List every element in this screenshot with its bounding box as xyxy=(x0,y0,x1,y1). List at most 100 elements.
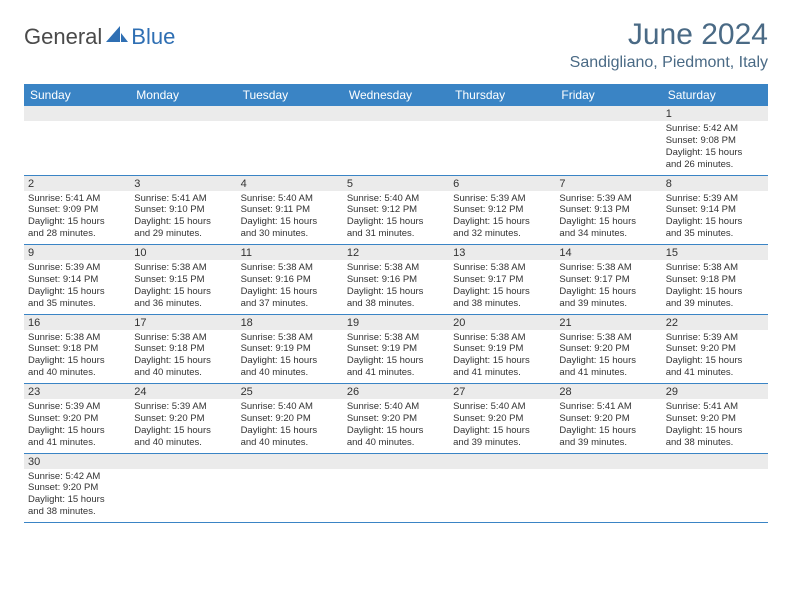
day-number: 27 xyxy=(449,384,555,399)
day-day1: Daylight: 15 hours xyxy=(559,425,657,437)
day-number: 13 xyxy=(449,245,555,260)
day-number: 17 xyxy=(130,315,236,330)
day-cell: Sunrise: 5:38 AMSunset: 9:17 PMDaylight:… xyxy=(555,260,661,314)
day-number: 6 xyxy=(449,176,555,191)
day-day2: and 41 minutes. xyxy=(666,367,764,379)
day-day2: and 26 minutes. xyxy=(666,159,764,171)
weekday-monday: Monday xyxy=(130,84,236,106)
day-sunset: Sunset: 9:20 PM xyxy=(134,413,232,425)
day-sunset: Sunset: 9:12 PM xyxy=(453,204,551,216)
day-sunrise: Sunrise: 5:38 AM xyxy=(134,332,232,344)
day-sunset: Sunset: 9:20 PM xyxy=(28,482,126,494)
day-day1: Daylight: 15 hours xyxy=(666,355,764,367)
weekday-saturday: Saturday xyxy=(662,84,768,106)
day-day1: Daylight: 15 hours xyxy=(241,216,339,228)
day-cell xyxy=(555,121,661,175)
day-day2: and 35 minutes. xyxy=(28,298,126,310)
day-cell: Sunrise: 5:40 AMSunset: 9:11 PMDaylight:… xyxy=(237,191,343,245)
day-cell: Sunrise: 5:38 AMSunset: 9:18 PMDaylight:… xyxy=(662,260,768,314)
logo: General Blue xyxy=(24,24,175,50)
day-cell: Sunrise: 5:39 AMSunset: 9:20 PMDaylight:… xyxy=(662,330,768,384)
day-day1: Daylight: 15 hours xyxy=(559,216,657,228)
day-day1: Daylight: 15 hours xyxy=(666,216,764,228)
day-number xyxy=(130,454,236,469)
day-sunset: Sunset: 9:11 PM xyxy=(241,204,339,216)
day-number-row: 1 xyxy=(24,106,768,121)
day-number: 25 xyxy=(237,384,343,399)
day-cell xyxy=(449,469,555,523)
day-cell: Sunrise: 5:40 AMSunset: 9:20 PMDaylight:… xyxy=(449,399,555,453)
day-number xyxy=(343,454,449,469)
day-day1: Daylight: 15 hours xyxy=(134,425,232,437)
day-cell: Sunrise: 5:38 AMSunset: 9:19 PMDaylight:… xyxy=(343,330,449,384)
day-sunrise: Sunrise: 5:39 AM xyxy=(666,193,764,205)
day-cell: Sunrise: 5:38 AMSunset: 9:17 PMDaylight:… xyxy=(449,260,555,314)
day-sunrise: Sunrise: 5:41 AM xyxy=(666,401,764,413)
day-number-row: 16171819202122 xyxy=(24,315,768,330)
day-cell: Sunrise: 5:38 AMSunset: 9:20 PMDaylight:… xyxy=(555,330,661,384)
day-cell xyxy=(237,469,343,523)
day-number: 30 xyxy=(24,454,130,469)
day-day2: and 41 minutes. xyxy=(559,367,657,379)
day-number xyxy=(449,454,555,469)
day-day2: and 40 minutes. xyxy=(134,437,232,449)
weekday-header: Sunday Monday Tuesday Wednesday Thursday… xyxy=(24,84,768,106)
day-sunset: Sunset: 9:16 PM xyxy=(347,274,445,286)
day-number: 2 xyxy=(24,176,130,191)
day-sunset: Sunset: 9:18 PM xyxy=(134,343,232,355)
day-cell xyxy=(130,469,236,523)
day-day2: and 30 minutes. xyxy=(241,228,339,240)
day-day1: Daylight: 15 hours xyxy=(28,425,126,437)
day-number: 1 xyxy=(662,106,768,121)
day-day2: and 39 minutes. xyxy=(559,437,657,449)
day-sunrise: Sunrise: 5:39 AM xyxy=(453,193,551,205)
title-location: Sandigliano, Piedmont, Italy xyxy=(570,54,768,72)
day-number: 12 xyxy=(343,245,449,260)
day-day1: Daylight: 15 hours xyxy=(28,216,126,228)
day-sunset: Sunset: 9:20 PM xyxy=(559,413,657,425)
logo-text-blue: Blue xyxy=(131,24,175,50)
day-cell: Sunrise: 5:38 AMSunset: 9:18 PMDaylight:… xyxy=(24,330,130,384)
day-sunrise: Sunrise: 5:38 AM xyxy=(134,262,232,274)
day-sunrise: Sunrise: 5:41 AM xyxy=(28,193,126,205)
day-sunset: Sunset: 9:20 PM xyxy=(666,413,764,425)
day-day2: and 41 minutes. xyxy=(453,367,551,379)
day-cell xyxy=(555,469,661,523)
day-cell xyxy=(662,469,768,523)
day-cell: Sunrise: 5:41 AMSunset: 9:20 PMDaylight:… xyxy=(662,399,768,453)
day-sunset: Sunset: 9:09 PM xyxy=(28,204,126,216)
day-day2: and 40 minutes. xyxy=(347,437,445,449)
day-cell xyxy=(343,121,449,175)
day-number-row: 9101112131415 xyxy=(24,245,768,260)
week-row: Sunrise: 5:38 AMSunset: 9:18 PMDaylight:… xyxy=(24,330,768,385)
day-sunset: Sunset: 9:20 PM xyxy=(347,413,445,425)
day-cell xyxy=(449,121,555,175)
day-day2: and 40 minutes. xyxy=(241,367,339,379)
day-cell: Sunrise: 5:39 AMSunset: 9:12 PMDaylight:… xyxy=(449,191,555,245)
week-row: Sunrise: 5:42 AMSunset: 9:08 PMDaylight:… xyxy=(24,121,768,176)
day-number xyxy=(449,106,555,121)
day-number: 29 xyxy=(662,384,768,399)
day-cell: Sunrise: 5:39 AMSunset: 9:20 PMDaylight:… xyxy=(130,399,236,453)
day-sunrise: Sunrise: 5:40 AM xyxy=(347,401,445,413)
day-sunrise: Sunrise: 5:39 AM xyxy=(134,401,232,413)
day-sunset: Sunset: 9:18 PM xyxy=(28,343,126,355)
day-day2: and 32 minutes. xyxy=(453,228,551,240)
day-day1: Daylight: 15 hours xyxy=(453,216,551,228)
day-day2: and 37 minutes. xyxy=(241,298,339,310)
day-day2: and 40 minutes. xyxy=(241,437,339,449)
day-sunset: Sunset: 9:17 PM xyxy=(453,274,551,286)
day-number xyxy=(662,454,768,469)
day-cell xyxy=(343,469,449,523)
day-day1: Daylight: 15 hours xyxy=(347,216,445,228)
day-day2: and 29 minutes. xyxy=(134,228,232,240)
day-day2: and 39 minutes. xyxy=(453,437,551,449)
day-number xyxy=(237,454,343,469)
calendar-page: General Blue June 2024 Sandigliano, Pied… xyxy=(0,0,792,523)
weekday-tuesday: Tuesday xyxy=(237,84,343,106)
day-number: 26 xyxy=(343,384,449,399)
day-number xyxy=(555,106,661,121)
day-number: 8 xyxy=(662,176,768,191)
day-number: 11 xyxy=(237,245,343,260)
day-day1: Daylight: 15 hours xyxy=(28,494,126,506)
